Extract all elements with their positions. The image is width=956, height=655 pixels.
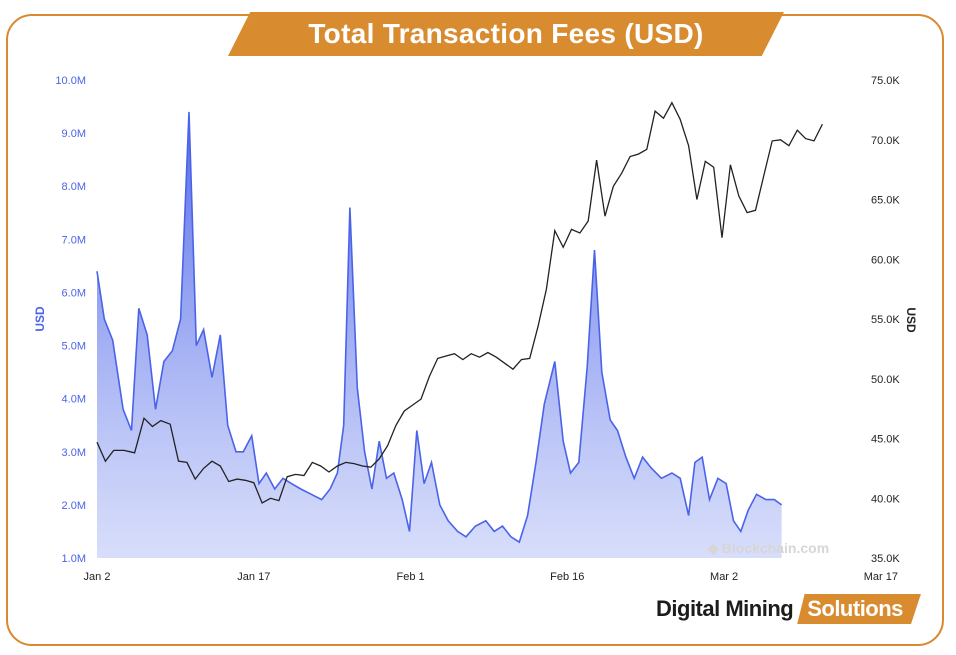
title-banner: Total Transaction Fees (USD) (228, 12, 784, 56)
right-axis-label: USD (904, 307, 918, 333)
diamond-icon: ◆ (708, 540, 719, 556)
fees-line (96, 111, 783, 544)
x-tick-label: Mar 2 (710, 571, 738, 583)
tick-layer: 1.0M 2.0M 3.0M 4.0M 5.0M 6.0M 7.0M 8.0M 9.0M 10.0… (55, 75, 900, 583)
watermark: ◆ Blockchain.com (708, 540, 829, 557)
fees-area-layer (96, 111, 783, 559)
left-tick-label: 10.0M (55, 75, 86, 87)
right-tick-label: 65.0K (871, 195, 900, 207)
right-tick-label: 75.0K (871, 75, 900, 87)
left-tick-label: 7.0M (62, 234, 86, 246)
x-tick-label: Feb 16 (550, 571, 584, 583)
left-tick-label: 5.0M (62, 341, 86, 353)
right-tick-label: 35.0K (871, 553, 900, 565)
brand-part1: Digital Mining (656, 596, 794, 621)
left-tick-label: 9.0M (62, 128, 86, 140)
left-tick-label: 3.0M (62, 447, 86, 459)
chart-title: Total Transaction Fees (USD) (308, 18, 704, 49)
price-line-layer (96, 101, 823, 504)
fees-area (97, 111, 782, 559)
right-tick-label: 60.0K (871, 254, 900, 266)
brand-part2: Solutions (797, 594, 921, 624)
left-tick-label: 1.0M (62, 553, 86, 565)
right-tick-label: 70.0K (871, 135, 900, 147)
right-tick-label: 55.0K (871, 314, 900, 326)
watermark-text: Blockchain.com (721, 540, 830, 556)
price-line (96, 101, 823, 504)
x-tick-label: Feb 1 (397, 571, 425, 583)
right-tick-label: 40.0K (871, 493, 900, 505)
left-tick-label: 4.0M (62, 394, 86, 406)
left-axis-label: USD (33, 306, 47, 332)
x-tick-label: Jan 2 (84, 571, 111, 583)
brand-logo: Digital Mining Solutions (656, 592, 921, 626)
x-tick-label: Jan 17 (237, 571, 270, 583)
left-tick-label: 2.0M (62, 500, 86, 512)
right-tick-label: 50.0K (871, 374, 900, 386)
x-tick-label: Mar 17 (864, 571, 898, 583)
right-tick-label: 45.0K (871, 434, 900, 446)
left-tick-label: 8.0M (62, 181, 86, 193)
left-tick-label: 6.0M (62, 287, 86, 299)
